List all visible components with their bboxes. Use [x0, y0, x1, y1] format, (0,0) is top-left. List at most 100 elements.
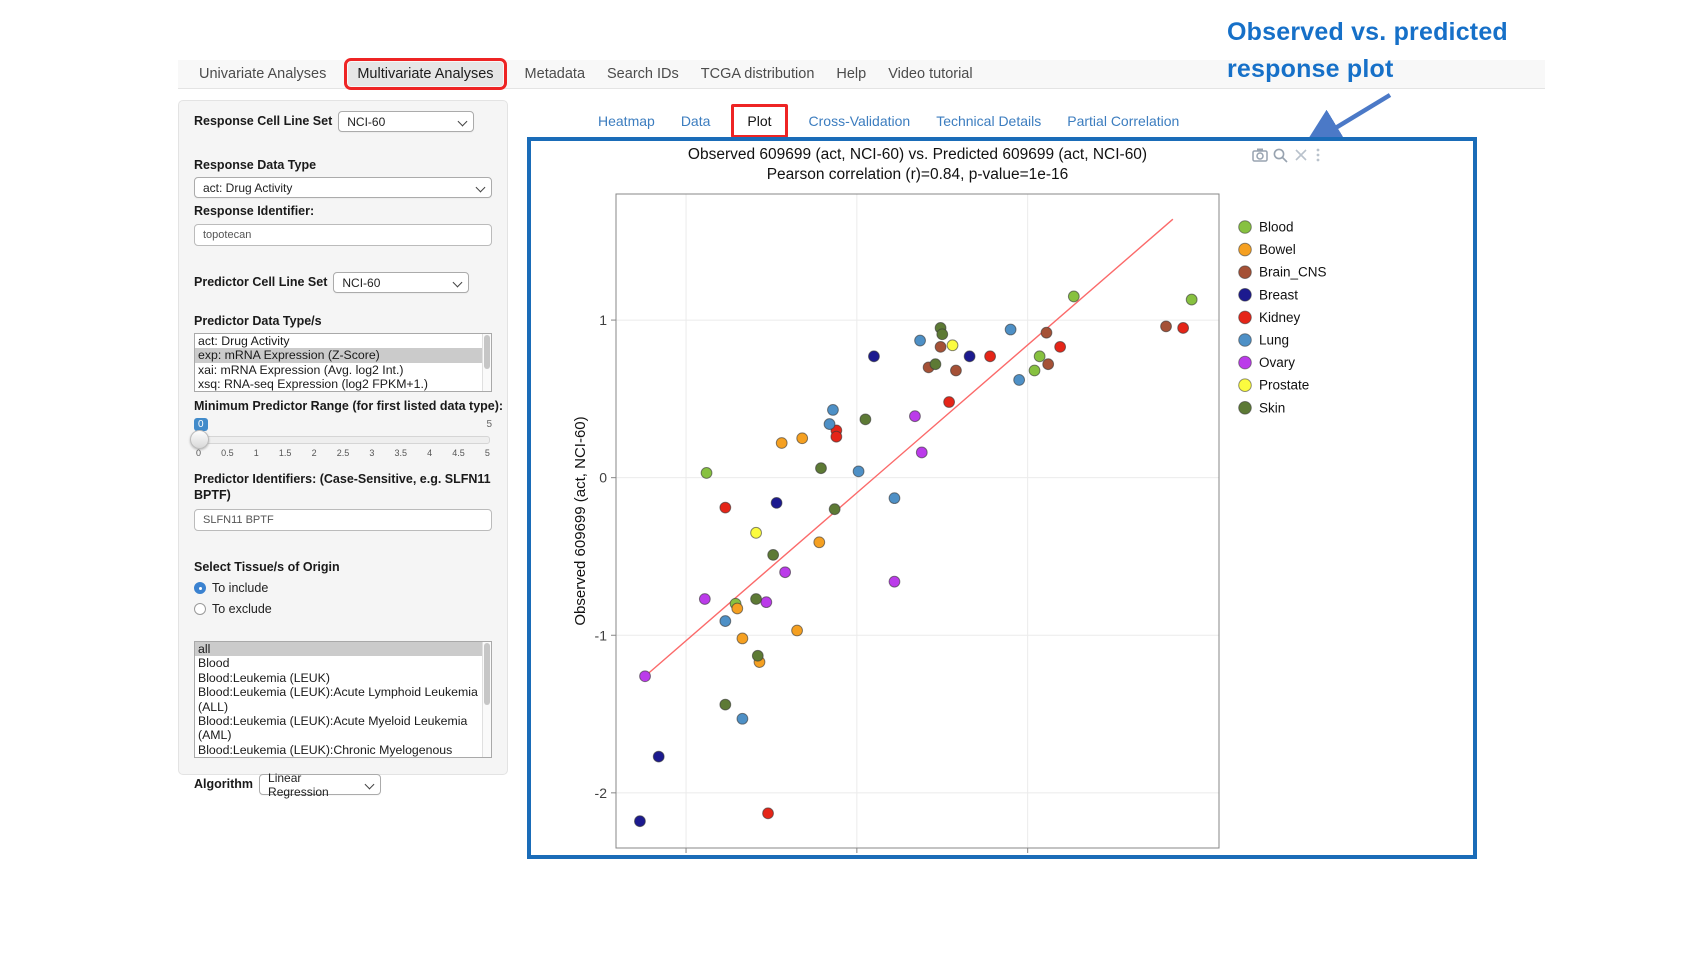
response-data-type-label: Response Data Type — [194, 158, 317, 172]
legend-item-prostate[interactable]: Prostate — [1238, 378, 1310, 393]
data-point-skin — [828, 503, 841, 516]
annotation-line2: response plot — [1227, 55, 1394, 83]
nav-item-tcga-distribution[interactable]: TCGA distribution — [700, 66, 815, 82]
list-option-blood[interactable]: Blood — [198, 656, 230, 671]
nav-item-search-ids[interactable]: Search IDs — [607, 66, 679, 82]
data-point-breast — [634, 815, 646, 828]
slider-handle[interactable] — [190, 430, 209, 449]
legend-label: Bowel — [1259, 242, 1296, 257]
list-option-exp-mrna-expression-z-score[interactable]: exp: mRNA Expression (Z-Score) — [195, 348, 491, 363]
legend-item-kidney[interactable]: Kidney — [1238, 310, 1301, 325]
legend-item-blood[interactable]: Blood — [1238, 220, 1294, 235]
legend-marker-icon — [1238, 355, 1252, 370]
data-point-lung — [719, 615, 732, 627]
data-point-blood — [1028, 364, 1041, 377]
list-option-blood-leukemia-leuk-acute-myeloid-leukemia-aml[interactable]: Blood:Leukemia (LEUK):Acute Myeloid Leuk… — [198, 714, 468, 743]
list-option-blood-leukemia-leuk-chronic-myelogenous-leukemia-cml[interactable]: Blood:Leukemia (LEUK):Chronic Myelogenou… — [198, 742, 453, 757]
nav-item-metadata[interactable]: Metadata — [524, 66, 586, 82]
legend-marker-icon — [1238, 333, 1252, 347]
response-cell-line-set-select[interactable]: NCI-60 — [338, 111, 475, 132]
slider-tick-label: 3.5 — [394, 448, 407, 458]
legend-item-ovary[interactable]: Ovary — [1238, 355, 1296, 370]
chevron-down-icon — [475, 182, 486, 193]
list-option-blood-leukemia-leuk[interactable]: Blood:Leukemia (LEUK) — [198, 670, 330, 685]
slider-tick-label: 2.5 — [336, 448, 350, 458]
scrollbar-thumb[interactable] — [484, 643, 490, 705]
radio-to-include[interactable]: To include — [194, 579, 492, 597]
legend-item-bowel[interactable]: Bowel — [1238, 242, 1296, 257]
radio-to-exclude[interactable]: To exclude — [194, 600, 492, 618]
response-data-type-select[interactable]: act: Drug Activity — [194, 177, 492, 198]
list-option-all[interactable]: all — [195, 642, 491, 657]
annotation-line1: Observed vs. predicted — [1227, 18, 1508, 46]
response-identifier-input[interactable] — [194, 224, 492, 246]
slider-track[interactable] — [196, 436, 490, 444]
predictor-identifiers-input[interactable] — [194, 509, 492, 531]
slider-tick-label: 1 — [253, 448, 259, 458]
data-point-breast — [652, 750, 665, 763]
predictor-cell-line-set-value: NCI-60 — [342, 275, 381, 290]
data-point-blood — [1033, 350, 1046, 363]
legend-label: Prostate — [1259, 378, 1309, 393]
pan-icon[interactable] — [1295, 149, 1307, 161]
data-point-ovary — [915, 446, 928, 459]
data-point-brain-cns — [1160, 320, 1172, 333]
scrollbar-thumb[interactable] — [484, 335, 490, 369]
predictor-data-types-label: Predictor Data Type/s — [194, 314, 322, 328]
list-option-xsq-rna-seq-expression-log2-fpkm-1[interactable]: xsq: RNA-seq Expression (log2 FPKM+1.) — [198, 377, 428, 392]
data-point-skin — [936, 328, 949, 341]
radio-label: To exclude — [212, 602, 272, 616]
legend-label: Blood — [1259, 220, 1294, 235]
data-point-brain-cns — [1042, 358, 1055, 371]
nav-item-help[interactable]: Help — [836, 66, 867, 82]
plot-modebar — [1252, 148, 1320, 163]
legend-item-breast[interactable]: Breast — [1238, 287, 1299, 302]
plot-frame — [615, 193, 1220, 849]
legend-marker-icon — [1238, 401, 1252, 415]
tab-partial-correlation[interactable]: Partial Correlation — [1067, 113, 1180, 129]
tab-data[interactable]: Data — [680, 113, 711, 129]
legend-item-lung[interactable]: Lung — [1238, 333, 1289, 348]
scrollbar[interactable] — [482, 642, 491, 757]
data-point-blood — [1067, 290, 1080, 303]
data-point-bowel — [791, 624, 803, 637]
legend-item-skin[interactable]: Skin — [1238, 400, 1286, 415]
annotation-text: Observed vs. predicted response plot — [1227, 14, 1557, 88]
data-point-kidney — [830, 430, 843, 443]
data-point-kidney — [984, 350, 996, 363]
list-option-xai-mrna-expression-avg-log2-int[interactable]: xai: mRNA Expression (Avg. log2 Int.) — [198, 362, 404, 377]
slider-tick-label: 3 — [369, 448, 375, 458]
chart-title-line1: Observed 609699 (act, NCI-60) vs. Predic… — [688, 146, 1147, 163]
options-icon[interactable] — [1316, 148, 1320, 162]
algorithm-select[interactable]: Linear Regression — [259, 771, 382, 799]
tab-cross-validation[interactable]: Cross-Validation — [808, 113, 911, 129]
predictor-cell-line-set-select[interactable]: NCI-60 — [333, 272, 470, 293]
slider-max-label: 5 — [486, 419, 492, 430]
data-point-skin — [767, 548, 780, 561]
nav-item-univariate-analyses[interactable]: Univariate Analyses — [199, 66, 327, 82]
nav-item-multivariate-analyses[interactable]: Multivariate Analyses — [344, 58, 507, 90]
tab-heatmap[interactable]: Heatmap — [598, 113, 655, 129]
tab-technical-details[interactable]: Technical Details — [936, 113, 1042, 129]
nav-item-video-tutorial[interactable]: Video tutorial — [888, 66, 973, 82]
data-point-ovary — [909, 410, 921, 423]
radio-button-icon[interactable] — [194, 603, 206, 615]
tab-plot[interactable]: Plot — [731, 104, 788, 138]
radio-button-icon[interactable] — [194, 582, 206, 594]
legend-label: Skin — [1259, 400, 1285, 415]
zoom-icon[interactable] — [1273, 148, 1288, 163]
data-point-bowel — [731, 602, 744, 615]
data-point-kidney — [719, 501, 732, 514]
camera-icon[interactable] — [1252, 148, 1268, 162]
data-point-lung — [852, 465, 865, 478]
predictor-cell-line-set-row: Predictor Cell Line Set NCI-60 — [194, 272, 492, 293]
data-point-ovary — [639, 670, 651, 683]
data-point-ovary — [698, 593, 711, 605]
legend-item-brain-cns[interactable]: Brain_CNS — [1238, 265, 1327, 280]
list-option-blood-leukemia-leuk-acute-lymphoid-leukemia-all[interactable]: Blood:Leukemia (LEUK):Acute Lymphoid Leu… — [198, 685, 478, 714]
scrollbar[interactable] — [482, 334, 491, 391]
list-option-act-drug-activity[interactable]: act: Drug Activity — [198, 334, 290, 348]
data-point-ovary — [888, 575, 901, 588]
min-predictor-range-label: Minimum Predictor Range (for first liste… — [194, 399, 504, 413]
